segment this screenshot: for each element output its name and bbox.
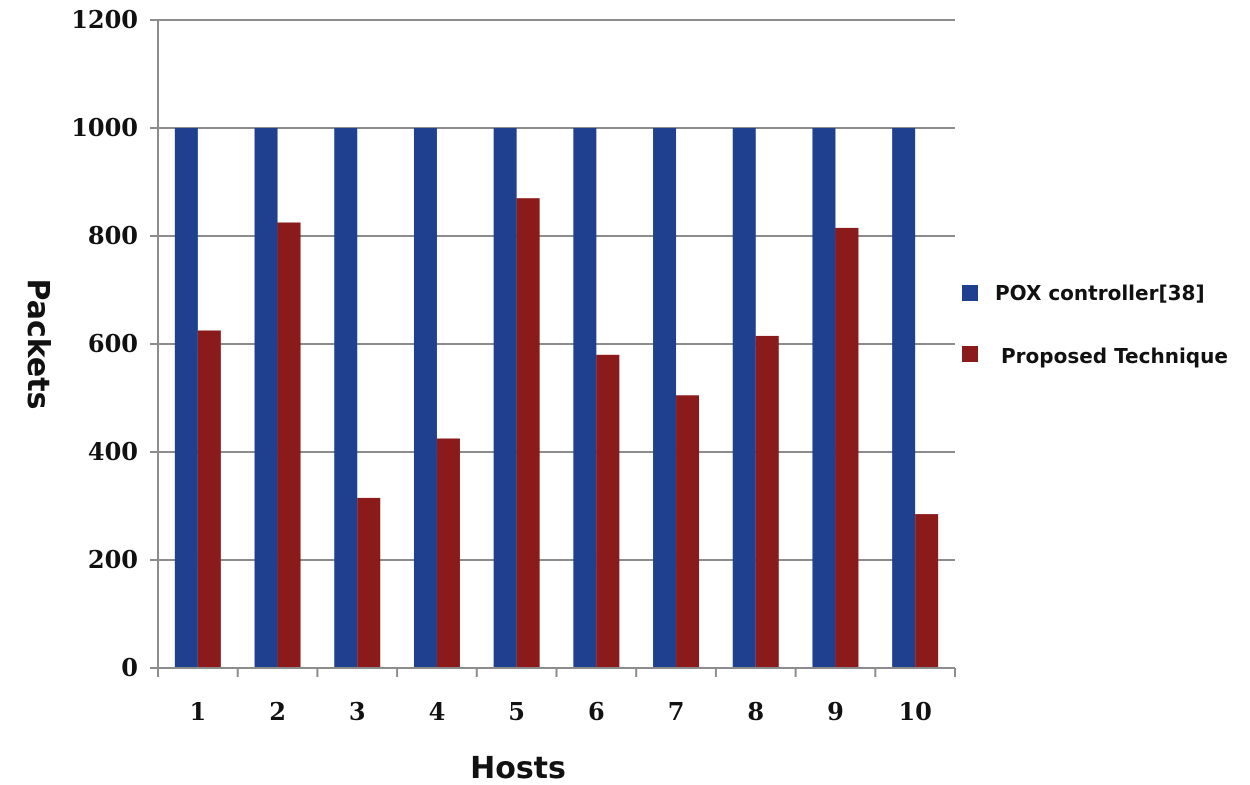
y-tick-label: 600 xyxy=(88,329,138,358)
axes xyxy=(157,20,955,669)
bar-proposed-host-3 xyxy=(357,497,381,668)
x-tick-label: 1 xyxy=(189,697,206,726)
y-tick-labels: 0 200 400 600 800 1000 1200 xyxy=(71,5,138,682)
x-tick-label: 7 xyxy=(668,697,685,726)
bar-pox-host-6 xyxy=(573,128,597,668)
x-axis-title: Hosts xyxy=(470,751,566,785)
bar-proposed-host-2 xyxy=(277,222,301,668)
bar-pox-host-8 xyxy=(732,128,756,668)
x-tick-label: 5 xyxy=(508,697,525,726)
bar-proposed-host-6 xyxy=(596,354,620,668)
bar-pox-host-3 xyxy=(334,128,358,668)
bar-pox-host-5 xyxy=(493,128,517,668)
y-tick-label: 400 xyxy=(88,437,138,466)
y-tick-label: 0 xyxy=(121,653,138,682)
x-tick-label: 9 xyxy=(827,697,844,726)
y-axis-title: Packets xyxy=(20,279,55,410)
x-tick-label: 2 xyxy=(269,697,286,726)
x-tick-label: 8 xyxy=(747,697,764,726)
legend: POX controller[38] Proposed Technique xyxy=(962,281,1228,368)
bars xyxy=(174,128,939,668)
y-tick-label: 800 xyxy=(88,221,138,250)
bar-pox-host-10 xyxy=(892,128,916,668)
bar-pox-host-9 xyxy=(812,128,836,668)
x-tick-labels: 1 2 3 4 5 6 7 8 9 10 xyxy=(189,697,931,726)
legend-swatch-proposed xyxy=(962,346,978,362)
bar-pox-host-1 xyxy=(174,128,198,668)
bar-proposed-host-1 xyxy=(197,330,221,668)
x-tick-label: 6 xyxy=(588,697,605,726)
bar-pox-host-4 xyxy=(413,128,437,668)
y-tick-label: 1000 xyxy=(71,113,138,142)
bar-proposed-host-5 xyxy=(516,198,540,668)
legend-label-pox: POX controller[38] xyxy=(995,281,1205,305)
bar-proposed-host-4 xyxy=(436,438,460,668)
y-tick-label: 200 xyxy=(88,545,138,574)
x-tick-label: 3 xyxy=(349,697,366,726)
bar-pox-host-2 xyxy=(254,128,278,668)
bar-proposed-host-7 xyxy=(676,395,700,668)
bar-proposed-host-9 xyxy=(835,227,859,668)
legend-swatch-pox xyxy=(962,285,978,301)
bar-proposed-host-8 xyxy=(755,335,779,668)
x-tick-label: 4 xyxy=(429,697,446,726)
x-tick-label: 10 xyxy=(898,697,931,726)
bar-proposed-host-10 xyxy=(915,514,939,668)
y-tick-label: 1200 xyxy=(71,5,138,34)
legend-label-proposed: Proposed Technique xyxy=(1001,344,1228,368)
bar-pox-host-7 xyxy=(653,128,677,668)
